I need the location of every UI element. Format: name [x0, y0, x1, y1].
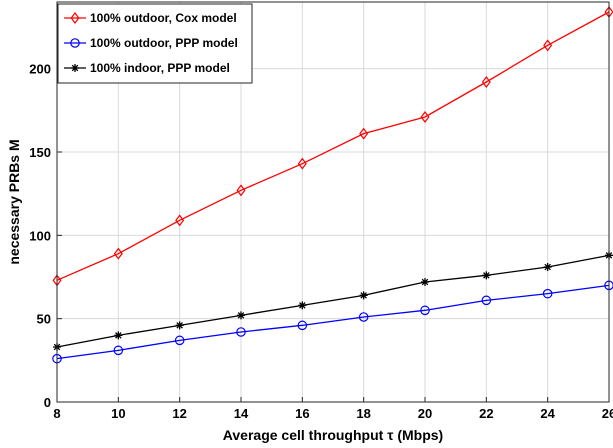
legend-swatch-marker	[71, 64, 79, 72]
data-point	[237, 311, 245, 320]
data-point	[174, 335, 185, 346]
data-point	[542, 288, 553, 299]
data-point	[543, 39, 553, 52]
legend: 100% outdoor, Cox model 100% outdoor, PPP…	[57, 3, 253, 84]
x-tick-label: 16	[295, 406, 309, 421]
x-tick-label: 20	[418, 406, 432, 421]
data-point	[114, 331, 123, 340]
data-point	[481, 295, 492, 306]
y-tick-label: 100	[29, 228, 51, 243]
x-tick-label: 22	[479, 406, 493, 421]
data-point	[113, 345, 124, 356]
legend-item: 100% outdoor, Cox model	[64, 11, 237, 25]
data-point	[297, 320, 308, 331]
legend-label: 100% outdoor, PPP model	[90, 36, 238, 50]
data-point	[420, 305, 430, 316]
series-line	[56, 284, 610, 360]
data-point	[113, 247, 123, 260]
legend-swatch-marker	[70, 38, 80, 48]
series-line	[56, 11, 610, 281]
y-tick-label: 0	[44, 395, 51, 410]
y-axis-label: necessary PRBs M	[6, 139, 22, 264]
data-point	[421, 278, 429, 286]
axis-ticks: 8 10 12 14 16 18 20 22 24 26 0 50 100 150 200	[29, 62, 613, 421]
legend-label: 100% indoor, PPP model	[90, 61, 230, 75]
series-diamond	[52, 6, 613, 287]
data-point	[175, 321, 184, 330]
data-point	[236, 327, 246, 337]
x-tick-label: 26	[602, 406, 613, 421]
plot-frame	[56, 1, 610, 403]
data-point	[359, 291, 368, 300]
x-tick-label: 8	[53, 406, 60, 421]
data-point	[543, 263, 552, 271]
data-point	[297, 157, 307, 170]
series-layer	[52, 6, 613, 364]
x-tick-label: 14	[234, 406, 249, 421]
legend-item: 100% indoor, PPP model	[64, 61, 230, 75]
y-tick-label: 50	[37, 312, 51, 327]
y-tick-label: 200	[29, 62, 51, 77]
legend-item: 100% outdoor, PPP model	[64, 36, 238, 50]
x-tick-label: 18	[356, 406, 370, 421]
legend-label: 100% outdoor, Cox model	[90, 11, 237, 25]
data-point	[482, 271, 491, 280]
x-tick-label: 24	[540, 406, 555, 421]
data-point	[175, 214, 185, 227]
x-tick-label: 10	[111, 406, 125, 421]
data-point	[236, 184, 246, 197]
data-point	[481, 76, 491, 88]
legend-swatch-marker	[70, 12, 80, 24]
legend-box	[57, 3, 253, 84]
series-line	[56, 254, 610, 348]
data-point	[420, 111, 430, 123]
series-circle	[52, 280, 613, 364]
x-axis-label: Average cell throughput τ (Mbps)	[223, 427, 443, 443]
data-point	[358, 312, 369, 322]
x-tick-label: 12	[172, 406, 186, 421]
data-point	[298, 301, 307, 310]
data-point	[359, 127, 369, 140]
y-tick-label: 150	[29, 145, 51, 160]
